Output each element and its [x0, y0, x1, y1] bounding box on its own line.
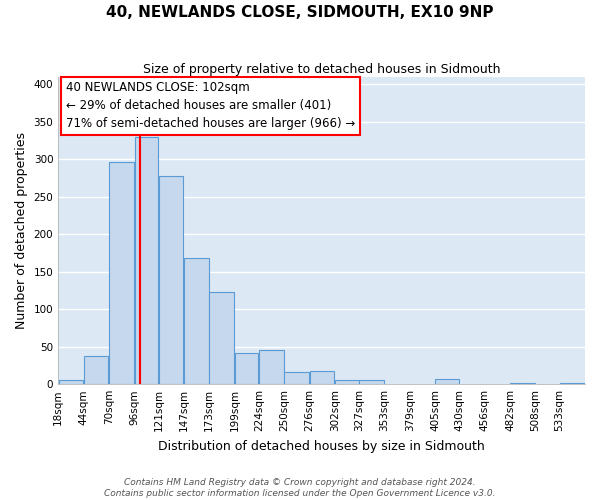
Bar: [560, 382, 584, 384]
Bar: [436, 379, 459, 384]
Text: 40 NEWLANDS CLOSE: 102sqm
← 29% of detached houses are smaller (401)
71% of semi: 40 NEWLANDS CLOSE: 102sqm ← 29% of detac…: [66, 82, 355, 130]
Bar: [284, 372, 309, 384]
Bar: [184, 258, 209, 384]
Text: 40, NEWLANDS CLOSE, SIDMOUTH, EX10 9NP: 40, NEWLANDS CLOSE, SIDMOUTH, EX10 9NP: [106, 5, 494, 20]
Bar: [159, 176, 184, 384]
Bar: [359, 380, 384, 384]
Bar: [109, 162, 134, 384]
Bar: [259, 350, 284, 384]
Bar: [235, 354, 259, 384]
Bar: [511, 382, 535, 384]
Bar: [209, 292, 234, 384]
Title: Size of property relative to detached houses in Sidmouth: Size of property relative to detached ho…: [143, 62, 500, 76]
Bar: [84, 356, 109, 384]
Bar: [59, 380, 83, 384]
X-axis label: Distribution of detached houses by size in Sidmouth: Distribution of detached houses by size …: [158, 440, 485, 452]
Text: Contains HM Land Registry data © Crown copyright and database right 2024.
Contai: Contains HM Land Registry data © Crown c…: [104, 478, 496, 498]
Y-axis label: Number of detached properties: Number of detached properties: [15, 132, 28, 329]
Bar: [335, 380, 359, 384]
Bar: [310, 372, 334, 384]
Bar: [134, 136, 158, 384]
